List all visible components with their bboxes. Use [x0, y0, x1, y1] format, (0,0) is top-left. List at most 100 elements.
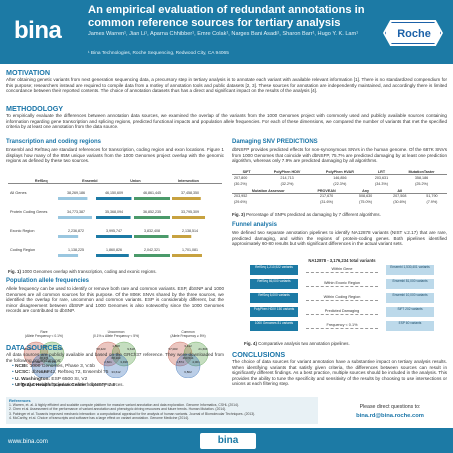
footer-bina-logo: bina	[200, 433, 256, 449]
motivation-text: After obtaining genetic variants from ne…	[6, 77, 447, 94]
figure-1-table: RefSeq Ensembl Union Intersection	[8, 179, 222, 184]
t3b-r0c1: 217,670	[319, 194, 334, 199]
venn-value: 2,716	[55, 347, 63, 351]
funnel-criterion: Frequency < 0.1%	[306, 323, 378, 329]
t3a-r1c1: (32.2%)	[280, 181, 294, 186]
data-source-item: • U. Washington: ESP 6500 SI, V2	[12, 376, 88, 382]
t3b-r0c4: 51,790	[426, 194, 438, 199]
data-sources-list: • NCBI: 1000 Genomes, Phase 3, V.5b • UC…	[12, 364, 226, 390]
venn-value: 263,514	[183, 356, 194, 360]
venn-value: 6,802	[184, 370, 192, 374]
figure-3-table-2: Mutation Assessor PROVEAN Any All 203,95…	[232, 188, 447, 206]
fig1-cell-value: 1,701,081	[182, 248, 198, 252]
reference-item: 2. Chen et al. Assessment of the perform…	[9, 407, 227, 412]
figure-3-caption: Fig. 3) Percentage of SNPs predicted as …	[232, 212, 381, 217]
references: References 1. Warren, et. al. A highly e…	[6, 397, 318, 424]
t3b-h3: All	[382, 188, 417, 194]
venn-circle-dbsnp	[39, 341, 65, 367]
fig1-cell-value: 2,138,514	[182, 229, 198, 233]
venn-circle-dbsnp	[183, 341, 209, 367]
references-heading: References	[9, 398, 31, 403]
venn-value: 9,618	[127, 347, 135, 351]
t3a-h3: LRT	[366, 170, 397, 175]
funnel-criterion: Within Exonic Region	[306, 281, 378, 287]
t3b-h1: PROVEAN	[304, 188, 349, 194]
funnel-left-box: PolyPhen HDIV 150 variants	[250, 307, 298, 317]
fig1-cell-value: 46,861,445	[143, 191, 161, 195]
funnel-left-box: 1000 Genomes 81 variants	[250, 321, 298, 331]
t3a-r1c3: (34.3%)	[375, 181, 388, 186]
population-heading: Population allele frequencies	[6, 278, 90, 284]
venn-diagram: Rare (Allele Frequency < 0.1%) 89,774 4,631…	[10, 330, 78, 380]
affiliation: ¹ Bina Technologies, Roche Sequencing, R…	[88, 51, 229, 56]
methodology-text: To empirically evaluate the differences …	[6, 113, 447, 130]
t1-h2: Ensembl	[63, 179, 116, 184]
venn-value: 1,808	[112, 344, 120, 348]
funnel-right-box: Ensembl 81,000 variants	[386, 279, 434, 289]
poster-footer: www.bina.com bina	[0, 428, 453, 453]
venn-circle-dbsnp	[111, 341, 137, 367]
poster-title: An empirical evaluation of redundant ann…	[88, 4, 365, 29]
t3b-r1c3: (30.6%)	[393, 200, 407, 205]
fig1-cell-value: 38,269,186	[67, 191, 85, 195]
contact-label: Please direct questions to:	[359, 404, 421, 410]
fig1-cell-value: 37,458,350	[181, 191, 199, 195]
t1-h4: Intersection	[154, 179, 222, 184]
fig1-cell-value: 3,832,408	[144, 229, 160, 233]
fig1-cell-value: 2,236,872	[68, 229, 84, 233]
venn-value: 3,142	[184, 344, 192, 348]
t3a-h0: SIFT	[232, 170, 262, 175]
data-sources-text: All data sources are publicly available …	[6, 352, 224, 363]
venn-title: Common	[181, 330, 195, 334]
t3a-r0c3: 203,631	[374, 175, 389, 180]
venn-subtitle: (Allele Frequency ≥ 5%)	[170, 334, 206, 338]
venn-value: 4,001	[192, 360, 200, 364]
footer-url[interactable]: www.bina.com	[8, 438, 48, 445]
venn-value: 28,371	[39, 356, 49, 360]
funnel-right-box: ESP 60 variants	[386, 321, 434, 331]
fig1-cell-value: 35,368,094	[105, 210, 123, 214]
figure-1-caption: Fig. 1) 1000 Genomes overlap with transc…	[8, 269, 157, 274]
fig1-row-label: Protein Coding Genes	[10, 210, 47, 214]
t3b-h4	[416, 188, 447, 194]
t3a-r0c0: 207,800	[234, 175, 248, 180]
venn-subtitle: (Allele Frequency < 0.1%)	[24, 334, 64, 338]
figure-1: RefSeq Ensembl Union Intersection All Ge…	[8, 179, 222, 267]
fig1-bar	[96, 216, 131, 219]
methodology-heading: METHODOLOGY	[6, 104, 64, 113]
contact-email[interactable]: bina.rd@bina.roche.com	[356, 413, 424, 419]
fig1-row-label: Coding Region	[10, 248, 35, 252]
transcription-text: Ensembl and RefSeq are standard referenc…	[6, 147, 224, 164]
venn-value: 3,498	[120, 360, 128, 364]
t3b-h2: Any	[348, 188, 383, 194]
figure-3-table-1: SIFT PolyPhen HDIV PolyPhen HVAR LRT Mut…	[232, 170, 447, 187]
t3a-h4: MutationTaster	[396, 170, 447, 175]
funnel-diagram: RefSeq 1,210,922 variants Within Gene Ense…	[244, 265, 440, 337]
fig1-cell-value: 46,150,609	[105, 191, 123, 195]
damaging-heading: Damaging SNV PREDICTIONS	[232, 139, 318, 145]
venn-value: 58,423	[96, 347, 106, 351]
venn-diagram: Common (Allele Frequency ≥ 5%) 57,003 3,142…	[154, 330, 222, 380]
fig1-bar	[96, 197, 132, 200]
fig1-cell-value: 3,995,747	[106, 229, 122, 233]
figure-1-bars: All Genes 38,269,186 46,150,609 46,861,445 3…	[10, 191, 206, 257]
t3a-h2: PolyPhen HVAR	[312, 170, 367, 175]
conclusions-text: The choice of data sources for variant a…	[232, 359, 447, 387]
fig1-cell-value: 2,042,321	[144, 248, 160, 252]
fig1-bar	[58, 197, 88, 200]
t1-h3: Union	[115, 179, 155, 184]
venn-diagram: Uncommon (0.1% ≤ Allele Frequency < 5%) 58…	[82, 330, 150, 380]
conclusions-heading: CONCLUSIONS	[232, 350, 286, 359]
fig1-bar	[58, 254, 79, 257]
reference-item: 4. McCarthy, et al. Choice of transcript…	[9, 415, 190, 420]
venn-value: 79,893	[39, 370, 49, 374]
t3b-r0c0: 203,952	[234, 194, 248, 199]
fig1-bar	[58, 235, 79, 238]
funnel-right-box: Ensembl 10,000 variants	[386, 293, 434, 303]
funnel-criterion: Within Gene	[306, 267, 378, 273]
figure-4-caption: Fig. 4) Comparative analysis two annotat…	[244, 341, 350, 346]
funnel-left-box: RefSeq 66,000 variants	[250, 279, 298, 289]
funnel-left-box: RefSeq 1,210,922 variants	[250, 265, 298, 275]
